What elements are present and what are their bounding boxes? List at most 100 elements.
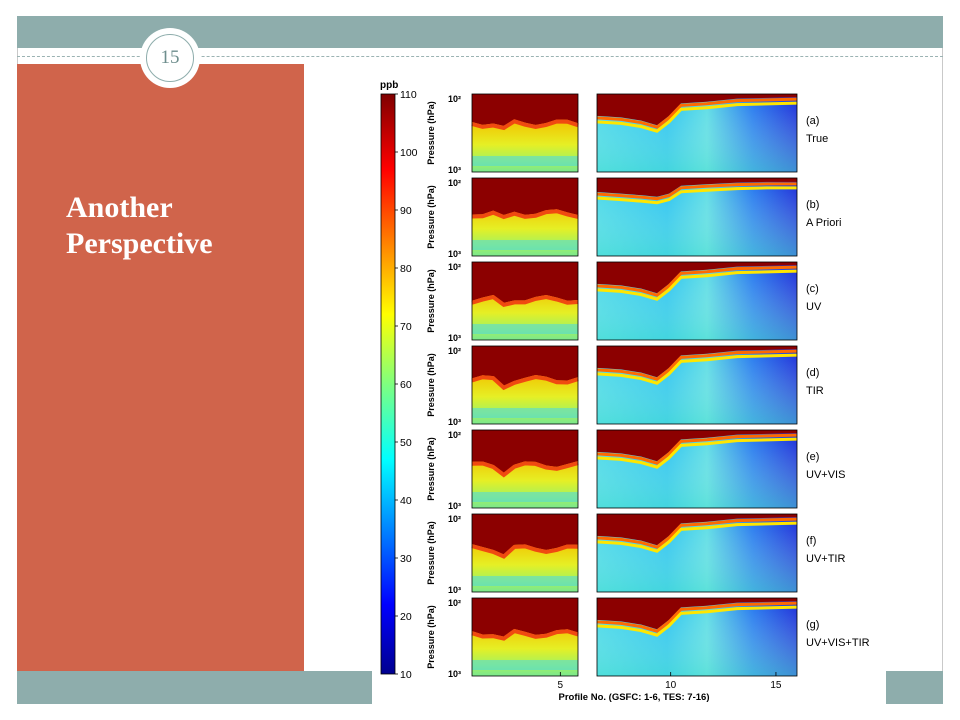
right-high-ozone-region — [597, 430, 797, 462]
right-transition-orange — [596, 517, 798, 549]
right-frame — [596, 93, 798, 173]
colorbar-unit-label: ppb — [380, 80, 398, 91]
left-frame — [471, 429, 579, 509]
left-lower-band — [472, 156, 578, 166]
right-transition-orange — [596, 601, 798, 633]
panel-label: UV+VIS — [806, 469, 845, 481]
right-frame — [596, 177, 798, 257]
right-transition-orange — [596, 349, 798, 381]
left-lower-band — [472, 324, 578, 334]
y-axis-label: Pressure (hPa) — [426, 101, 436, 165]
title-panel: Another Perspective — [17, 64, 304, 671]
colorbar-tick-label: 60 — [400, 379, 412, 391]
x-axis-label: Profile No. (GSFC: 1-6, TES: 7-16) — [559, 692, 710, 703]
y-tick-label-top: 10² — [448, 178, 461, 188]
right-high-ozone-region — [597, 346, 797, 378]
right-transition-yellow — [596, 186, 797, 205]
figure-panel: ppb 110 100 90 80 70 60 50 40 30 20 10 Pressure (hP… — [372, 64, 886, 704]
y-tick-label-bottom: 10³ — [448, 249, 461, 259]
left-frame — [471, 177, 579, 257]
x-tick-label: 5 — [558, 680, 564, 691]
slide-title: Another Perspective — [66, 190, 306, 262]
y-axis-label: Pressure (hPa) — [426, 353, 436, 417]
slide-number: 15 — [146, 34, 194, 82]
y-tick-label-bottom: 10³ — [448, 585, 461, 595]
right-frame — [596, 261, 798, 341]
left-high-ozone-region — [472, 94, 578, 126]
panel-tag: (b) — [806, 199, 819, 211]
y-tick-label-top: 10² — [448, 94, 461, 104]
colorbar-tick-label: 70 — [400, 321, 412, 333]
heatmap-panel: Pressure (hPa) 10² 10³ (f) UV+TIR — [426, 513, 845, 595]
left-transition-band — [471, 294, 579, 308]
panel-label: TIR — [806, 385, 824, 397]
colorbar-tick-label: 50 — [400, 437, 412, 449]
panel-label: True — [806, 133, 828, 145]
right-frame — [596, 597, 798, 677]
y-tick-label-bottom: 10³ — [448, 501, 461, 511]
left-lower-band — [472, 408, 578, 418]
right-transition-orange — [596, 433, 798, 465]
y-tick-label-bottom: 10³ — [448, 417, 461, 427]
left-frame — [471, 93, 579, 173]
right-transition-yellow — [596, 605, 798, 637]
left-high-ozone-region — [472, 514, 578, 555]
left-transition-band — [471, 119, 579, 131]
left-frame — [471, 261, 579, 341]
panel-label: UV+VIS+TIR — [806, 637, 870, 649]
right-high-ozone-region — [597, 514, 797, 546]
left-high-ozone-region — [472, 262, 578, 303]
heatmap-panel: Pressure (hPa) 10² 10³ (c) UV — [426, 261, 822, 343]
left-transition-band — [471, 628, 579, 641]
y-tick-label-top: 10² — [448, 430, 461, 440]
panel-tag: (c) — [806, 283, 819, 295]
right-frame — [596, 429, 798, 509]
y-tick-label-top: 10² — [448, 346, 461, 356]
left-high-ozone-region — [472, 598, 578, 637]
y-axis-label: Pressure (hPa) — [426, 437, 436, 501]
left-lower-band — [472, 660, 578, 670]
right-transition-orange — [596, 97, 798, 129]
right-transition-yellow — [596, 353, 798, 385]
panel-tag: (d) — [806, 367, 819, 379]
left-frame — [471, 597, 579, 677]
y-tick-label-top: 10² — [448, 598, 461, 608]
right-high-ozone-region — [597, 598, 797, 630]
right-high-ozone-region — [597, 262, 797, 294]
heatmap-panel: Pressure (hPa) 10² 10³ (a) True — [426, 93, 828, 175]
heatmap-panel: Pressure (hPa) 10² 10³ (d) TIR — [426, 345, 824, 427]
left-transition-band — [471, 544, 579, 559]
heatmap-panel: Pressure (hPa) 10² 10³ (b) A Priori — [426, 177, 841, 259]
colorbar-tick-label: 110 — [400, 89, 417, 101]
slide-title-line-1: Another — [66, 191, 173, 224]
panel-label: A Priori — [806, 217, 841, 229]
panel-tag: (g) — [806, 619, 819, 631]
heatmap-panel: Pressure (hPa) 10² 10³ (e) UV+VIS — [426, 429, 845, 511]
y-tick-label-top: 10² — [448, 514, 461, 524]
y-tick-label-top: 10² — [448, 262, 461, 272]
y-axis-label: Pressure (hPa) — [426, 521, 436, 585]
panel-tag: (a) — [806, 115, 819, 127]
colorbar-tick-label: 10 — [400, 669, 412, 681]
colorbar-tick-label: 40 — [400, 495, 412, 507]
left-transition-band — [471, 209, 579, 220]
y-tick-label-bottom: 10³ — [448, 165, 461, 175]
colorbar-tick-label: 100 — [400, 147, 418, 159]
colorbar-bar — [380, 93, 396, 675]
right-transition-yellow — [596, 269, 798, 301]
x-tick-label: 15 — [770, 680, 782, 691]
slide-number-badge: 15 — [140, 28, 200, 88]
y-tick-label-bottom: 10³ — [448, 669, 461, 679]
left-frame — [471, 345, 579, 425]
left-transition-band — [471, 375, 579, 391]
left-lower-band — [472, 492, 578, 502]
left-frame — [471, 513, 579, 593]
heatmap-panel: Pressure (hPa) 10² 10³ (g) UV+VIS+TIR — [426, 597, 870, 679]
right-high-ozone-region — [597, 94, 797, 126]
panel-label: UV+TIR — [806, 553, 845, 565]
left-lower-band — [472, 576, 578, 586]
colorbar-tick-label: 80 — [400, 263, 412, 275]
right-transition-orange — [596, 265, 798, 297]
left-lower-band — [472, 240, 578, 250]
